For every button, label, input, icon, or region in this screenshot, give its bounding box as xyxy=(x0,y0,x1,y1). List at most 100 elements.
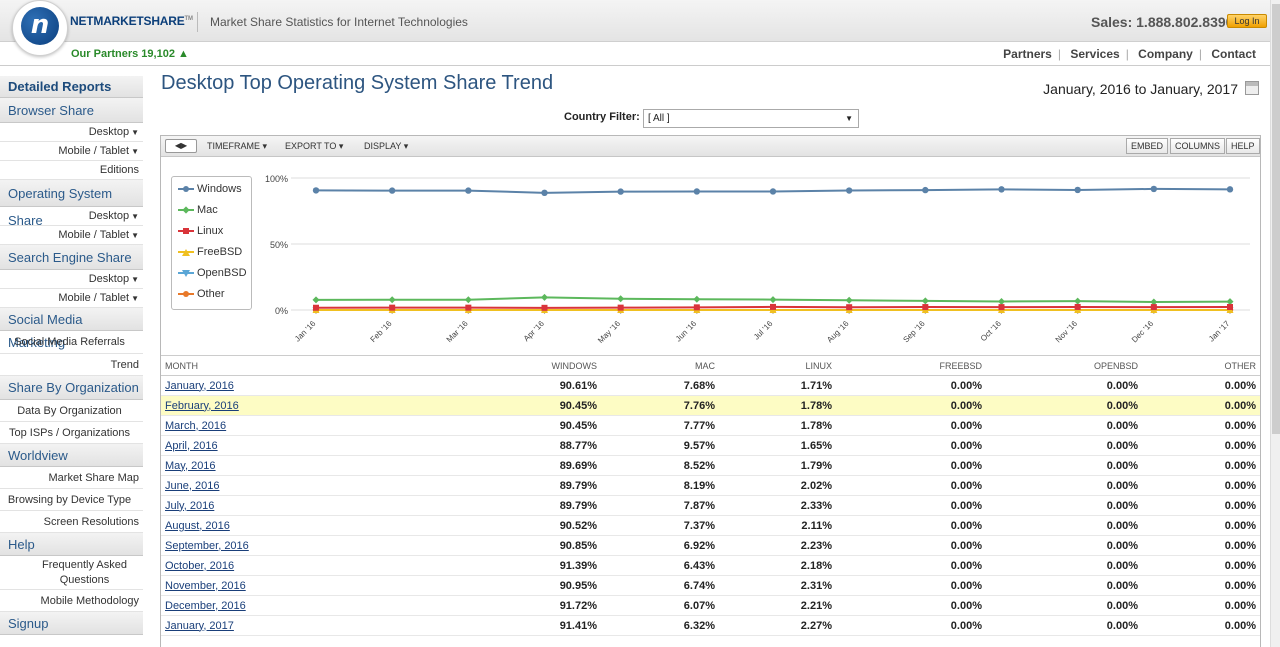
sidebar-search-desktop[interactable]: Desktop ▼ xyxy=(0,270,143,289)
sidebar-data-org[interactable]: Data By Organization xyxy=(0,400,143,422)
display-menu[interactable]: DISPLAY ▾ xyxy=(364,141,409,151)
login-button[interactable]: Log In xyxy=(1227,14,1267,28)
nav-contact[interactable]: Contact xyxy=(1211,47,1256,61)
sidebar-browser-share[interactable]: Browser Share xyxy=(0,98,143,123)
column-header-openbsd[interactable]: OPENBSD xyxy=(986,355,1142,376)
page-scrollbar[interactable] xyxy=(1270,0,1280,647)
date-range[interactable]: January, 2016 to January, 2017 xyxy=(1043,81,1238,97)
value-cell-mac: 8.52% xyxy=(601,455,719,476)
value-cell-windows: 91.39% xyxy=(491,555,601,576)
column-header-other[interactable]: OTHER xyxy=(1142,355,1260,376)
legend-item-other[interactable]: Other xyxy=(178,287,225,301)
legend-label: Windows xyxy=(197,183,242,195)
sidebar-share-org[interactable]: Share By Organization xyxy=(0,376,143,400)
sidebar-search-share[interactable]: Search Engine Share xyxy=(0,245,143,270)
nav-partners[interactable]: Partners xyxy=(1003,47,1052,61)
data-point-linux xyxy=(389,304,396,311)
legend-item-linux[interactable]: Linux xyxy=(178,224,223,238)
table-row: July, 2016 89.79% 7.87% 2.33% 0.00% 0.00% 0.00… xyxy=(161,495,1260,516)
month-link[interactable]: March, 2016 xyxy=(165,419,227,432)
partners-count[interactable]: Our Partners 19,102 ▲ xyxy=(71,48,189,60)
calendar-icon[interactable] xyxy=(1245,81,1259,95)
sidebar-social-trend[interactable]: Trend xyxy=(0,354,143,376)
country-filter-select[interactable]: [ All ] ▼ xyxy=(643,109,859,128)
month-link[interactable]: April, 2016 xyxy=(165,439,218,452)
data-table: MONTH WINDOWS MAC LINUX FREEBSD OPENBSD OTHER … xyxy=(161,355,1260,636)
sidebar-detailed-reports[interactable]: Detailed Reports xyxy=(0,76,143,98)
timeframe-menu[interactable]: TIMEFRAME ▾ xyxy=(207,141,268,151)
legend-label: OpenBSD xyxy=(197,267,247,279)
sidebar-browser-mobile[interactable]: Mobile / Tablet ▼ xyxy=(0,142,143,161)
legend-item-mac[interactable]: Mac xyxy=(178,203,218,217)
sidebar-top-isps[interactable]: Top ISPs / Organizations xyxy=(0,422,143,444)
caret-down-icon: ▼ xyxy=(131,212,139,221)
month-link[interactable]: January, 2016 xyxy=(165,379,234,392)
scrollbar-thumb[interactable] xyxy=(1272,4,1280,434)
column-header-windows[interactable]: WINDOWS xyxy=(491,355,601,376)
sidebar-social-media[interactable]: Social Media Marketing xyxy=(0,308,143,350)
sidebar-search-mobile[interactable]: Mobile / Tablet ▼ xyxy=(0,289,143,308)
sidebar-mobile-methodology[interactable]: Mobile Methodology xyxy=(0,590,143,612)
sidebar-browsing-device[interactable]: Browsing by Device Type xyxy=(0,489,143,511)
value-cell-openbsd: 0.00% xyxy=(986,375,1142,396)
x-tick-label: Jan '16 xyxy=(293,319,318,344)
caret-down-icon: ▾ xyxy=(338,141,344,151)
column-header-freebsd[interactable]: FREEBSD xyxy=(836,355,986,376)
sidebar-browser-desktop[interactable]: Desktop ▼ xyxy=(0,123,143,142)
sidebar-screen-res[interactable]: Screen Resolutions xyxy=(0,511,143,533)
legend-item-windows[interactable]: Windows xyxy=(178,182,242,196)
sidebar-market-map[interactable]: Market Share Map xyxy=(0,467,143,489)
data-point-mac xyxy=(541,293,548,301)
value-cell-linux: 2.11% xyxy=(719,515,836,536)
sidebar-social-referrals[interactable]: Social Media Referrals xyxy=(0,331,143,354)
value-cell-linux: 2.18% xyxy=(719,555,836,576)
sidebar-worldview[interactable]: Worldview xyxy=(0,444,143,467)
data-point-mac xyxy=(998,298,1005,306)
data-point-linux xyxy=(465,304,472,311)
table-row: March, 2016 90.45% 7.77% 1.78% 0.00% 0.00% 0.0… xyxy=(161,415,1260,436)
month-link[interactable]: August, 2016 xyxy=(165,519,230,532)
month-cell: May, 2016 xyxy=(161,455,491,476)
value-cell-freebsd: 0.00% xyxy=(836,595,986,616)
sidebar-os-share[interactable]: Operating System Share xyxy=(0,180,143,228)
nav-company[interactable]: Company xyxy=(1138,47,1193,61)
legend-circle-marker-icon xyxy=(178,289,194,299)
month-link[interactable]: September, 2016 xyxy=(165,539,249,552)
value-cell-openbsd: 0.00% xyxy=(986,475,1142,496)
month-link[interactable]: July, 2016 xyxy=(165,499,215,512)
column-header-linux[interactable]: LINUX xyxy=(719,355,836,376)
sidebar-os-mobile[interactable]: Mobile / Tablet ▼ xyxy=(0,226,143,245)
sidebar-os-desktop[interactable]: Desktop ▼ xyxy=(0,207,143,226)
sidebar-faq[interactable]: Frequently Asked Questions xyxy=(0,556,143,590)
columns-button[interactable]: COLUMNS xyxy=(1170,138,1226,154)
netmarketshare-logo[interactable]: n xyxy=(12,0,68,56)
month-link[interactable]: December, 2016 xyxy=(165,599,246,612)
data-point-windows xyxy=(998,186,1005,193)
month-cell: August, 2016 xyxy=(161,515,491,536)
column-header-mac[interactable]: MAC xyxy=(601,355,719,376)
month-link[interactable]: May, 2016 xyxy=(165,459,216,472)
timeframe-nav-arrows-icon[interactable]: ◀▶ xyxy=(165,139,197,153)
export-menu[interactable]: EXPORT TO ▾ xyxy=(285,141,344,151)
value-cell-linux: 1.78% xyxy=(719,395,836,416)
nav-separator: | xyxy=(1057,47,1061,61)
caret-down-icon: ▼ xyxy=(131,128,139,137)
legend-item-freebsd[interactable]: FreeBSD xyxy=(178,245,242,259)
site-tagline: Market Share Statistics for Internet Tec… xyxy=(197,12,468,32)
data-point-linux xyxy=(998,304,1005,311)
month-link[interactable]: February, 2016 xyxy=(165,399,239,412)
brand-name[interactable]: NETMARKETSHARETM xyxy=(70,14,193,28)
month-link[interactable]: January, 2017 xyxy=(165,619,234,632)
help-button[interactable]: HELP xyxy=(1226,138,1260,154)
legend-item-openbsd[interactable]: OpenBSD xyxy=(178,266,247,280)
month-link[interactable]: November, 2016 xyxy=(165,579,246,592)
data-point-windows xyxy=(1150,185,1158,193)
sidebar-help[interactable]: Help xyxy=(0,533,143,556)
embed-button[interactable]: EMBED xyxy=(1126,138,1169,154)
nav-services[interactable]: Services xyxy=(1070,47,1120,61)
month-link[interactable]: October, 2016 xyxy=(165,559,235,572)
sidebar-browser-editions[interactable]: Editions xyxy=(0,161,143,180)
column-header-month[interactable]: MONTH xyxy=(161,355,491,376)
sidebar-signup[interactable]: Signup xyxy=(0,612,143,635)
month-link[interactable]: June, 2016 xyxy=(165,479,220,492)
